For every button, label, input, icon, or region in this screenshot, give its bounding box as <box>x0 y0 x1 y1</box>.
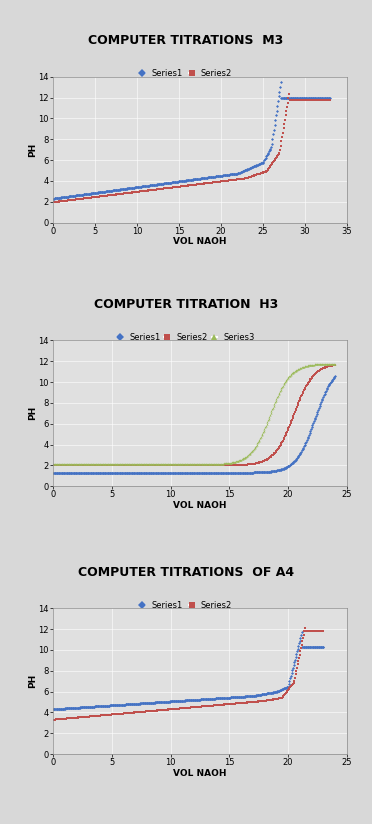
Legend: Series1, Series2: Series1, Series2 <box>137 66 235 82</box>
Legend: Series1, Series2, Series3: Series1, Series2, Series3 <box>114 330 258 345</box>
Text: COMPUTER TITRATIONS  M3: COMPUTER TITRATIONS M3 <box>89 34 283 47</box>
Y-axis label: PH: PH <box>28 406 37 420</box>
Text: COMPUTER TITRATIONS  OF A4: COMPUTER TITRATIONS OF A4 <box>78 565 294 578</box>
X-axis label: VOL NAOH: VOL NAOH <box>173 501 227 510</box>
X-axis label: VOL NAOH: VOL NAOH <box>173 237 227 246</box>
Legend: Series1, Series2: Series1, Series2 <box>137 597 235 613</box>
Y-axis label: PH: PH <box>28 674 37 688</box>
Text: COMPUTER TITRATION  H3: COMPUTER TITRATION H3 <box>94 297 278 311</box>
X-axis label: VOL NAOH: VOL NAOH <box>173 769 227 778</box>
Y-axis label: PH: PH <box>28 143 37 157</box>
